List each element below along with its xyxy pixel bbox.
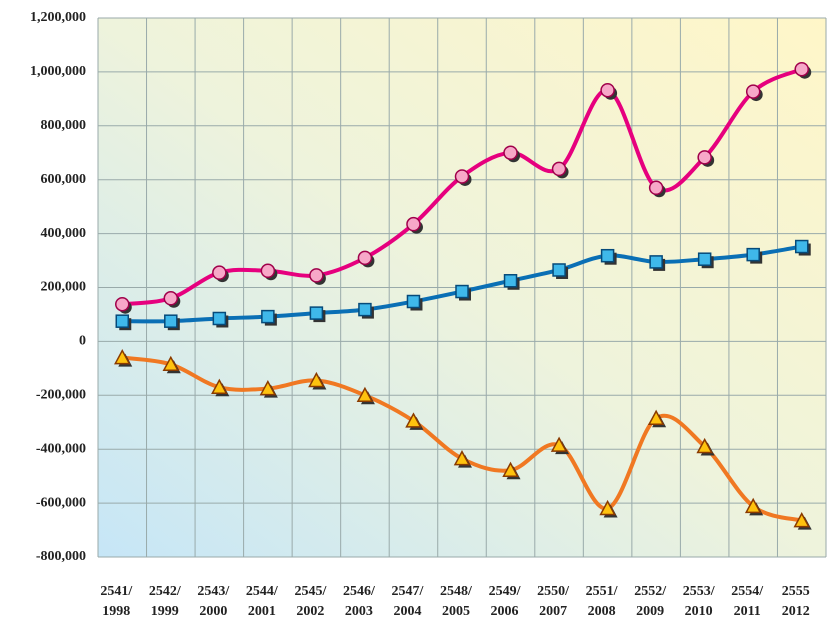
data-point xyxy=(696,437,713,454)
x-tick-label: 2548/ xyxy=(440,584,473,599)
data-point xyxy=(211,378,228,394)
data-point xyxy=(455,284,469,299)
data-point xyxy=(114,348,131,365)
data-point xyxy=(308,371,325,388)
data-point xyxy=(163,291,179,306)
data-point xyxy=(405,412,422,428)
data-point xyxy=(697,150,712,165)
data-point xyxy=(357,250,373,266)
data-point xyxy=(212,265,227,280)
data-point xyxy=(550,436,568,452)
data-point xyxy=(454,169,470,184)
x-tick-label: 2547/ xyxy=(392,584,425,599)
data-point xyxy=(697,252,712,266)
x-tick-label: 2006 xyxy=(491,604,519,619)
x-tick-label: 2555 xyxy=(782,584,810,599)
y-tick-label: 800,000 xyxy=(41,118,87,133)
x-tick-label: 2543/ xyxy=(197,584,230,599)
data-point xyxy=(551,161,567,177)
x-tick-label: 1998 xyxy=(102,604,130,619)
y-tick-label: 400,000 xyxy=(41,226,87,241)
y-tick-label: 600,000 xyxy=(41,172,87,187)
data-point xyxy=(502,461,519,477)
x-tick-label: 2554/ xyxy=(731,584,764,599)
data-point xyxy=(453,450,471,466)
data-point xyxy=(356,386,374,403)
x-tick-label: 2549/ xyxy=(489,584,522,599)
data-point xyxy=(746,247,760,262)
data-point xyxy=(647,409,665,425)
data-point xyxy=(503,145,518,160)
data-point xyxy=(309,306,324,320)
x-tick-label: 2553/ xyxy=(683,584,716,599)
x-tick-label: 2000 xyxy=(199,604,227,619)
data-point xyxy=(406,294,421,309)
x-tick-label: 1999 xyxy=(151,604,179,619)
data-point xyxy=(794,239,809,254)
y-tick-label: 0 xyxy=(79,334,86,349)
data-point xyxy=(552,263,566,277)
data-point xyxy=(648,180,664,196)
data-point xyxy=(259,379,277,396)
series-line xyxy=(122,67,803,307)
y-tick-label: 200,000 xyxy=(41,280,87,295)
data-point xyxy=(115,296,130,312)
x-tick-label: 2004 xyxy=(393,604,421,619)
x-tick-label: 2551/ xyxy=(586,584,619,599)
data-point xyxy=(744,497,762,514)
x-tick-label: 2542/ xyxy=(149,584,182,599)
x-tick-label: 2541/ xyxy=(100,584,133,599)
x-tick-label: 2011 xyxy=(734,604,761,619)
data-point xyxy=(115,314,130,328)
data-point xyxy=(406,216,421,232)
data-point xyxy=(261,309,275,324)
data-point xyxy=(260,263,276,279)
data-point xyxy=(600,82,615,98)
data-point xyxy=(793,512,810,528)
x-tick-label: 2544/ xyxy=(246,584,279,599)
data-point xyxy=(649,255,663,269)
x-tick-label: 2001 xyxy=(248,604,276,619)
y-tick-label: -800,000 xyxy=(36,549,86,564)
data-point xyxy=(794,61,809,77)
data-point xyxy=(358,302,372,317)
y-tick-label: -200,000 xyxy=(36,388,86,403)
data-point xyxy=(164,314,178,328)
data-point xyxy=(600,248,615,263)
x-tick-label: 2546/ xyxy=(343,584,376,599)
y-tick-label: -400,000 xyxy=(36,441,86,456)
y-tick-label: 1,000,000 xyxy=(30,64,86,79)
x-tick-label: 2012 xyxy=(782,604,810,619)
series-line xyxy=(121,355,803,523)
data-point xyxy=(309,268,324,283)
y-tick-label: 1,200,000 xyxy=(30,10,86,25)
x-tick-label: 2007 xyxy=(539,604,567,619)
x-tick-label: 2003 xyxy=(345,604,373,619)
data-point xyxy=(503,274,518,288)
data-point xyxy=(745,84,761,99)
data-point xyxy=(212,311,227,326)
x-tick-label: 2550/ xyxy=(537,584,570,599)
data-point xyxy=(162,355,180,372)
x-tick-label: 2552/ xyxy=(634,584,667,599)
x-tick-label: 2009 xyxy=(636,604,664,619)
x-tick-label: 2545/ xyxy=(294,584,327,599)
x-tick-label: 2005 xyxy=(442,604,470,619)
y-tick-label: -600,000 xyxy=(36,495,86,510)
x-tick-label: 2008 xyxy=(588,604,616,619)
data-point xyxy=(599,499,616,516)
x-tick-label: 2002 xyxy=(296,604,324,619)
x-tick-label: 2010 xyxy=(685,604,713,619)
